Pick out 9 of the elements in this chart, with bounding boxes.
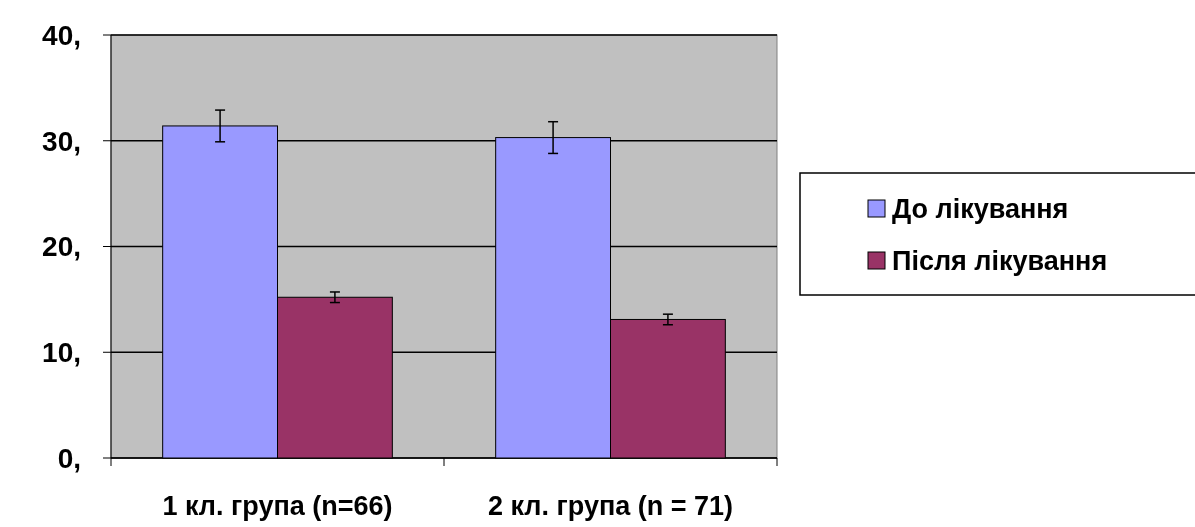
legend-label: Після лікування bbox=[892, 246, 1108, 277]
y-tick-label: 20, bbox=[42, 231, 81, 263]
y-tick-label: 40, bbox=[42, 19, 81, 51]
y-tick-label: 0, bbox=[57, 442, 81, 474]
x-tick-label: 2 кл. група (n = 71) bbox=[487, 491, 734, 521]
x-tick-label: 1 кл. група (n=66) bbox=[162, 491, 393, 521]
y-tick-label: 30, bbox=[42, 125, 81, 157]
y-tick-label: 10, bbox=[42, 337, 81, 369]
legend-label: До лікування bbox=[892, 194, 1069, 225]
